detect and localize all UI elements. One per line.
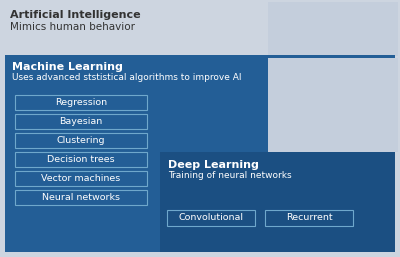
Text: Clustering: Clustering — [57, 136, 105, 145]
Text: Deep Learning: Deep Learning — [168, 160, 259, 170]
FancyBboxPatch shape — [160, 152, 395, 252]
FancyBboxPatch shape — [15, 190, 147, 205]
FancyBboxPatch shape — [15, 171, 147, 186]
Text: Regression: Regression — [55, 98, 107, 107]
Text: Artificial Intelligence: Artificial Intelligence — [10, 10, 141, 20]
Polygon shape — [268, 58, 398, 172]
FancyBboxPatch shape — [15, 133, 147, 148]
Text: Mimics human behavior: Mimics human behavior — [10, 22, 135, 32]
FancyBboxPatch shape — [15, 152, 147, 167]
FancyBboxPatch shape — [15, 114, 147, 129]
FancyBboxPatch shape — [265, 210, 353, 226]
Text: Vector machines: Vector machines — [41, 174, 121, 183]
Text: Decision trees: Decision trees — [47, 155, 115, 164]
Text: Machine Learning: Machine Learning — [12, 62, 123, 72]
FancyBboxPatch shape — [5, 55, 395, 252]
Text: Recurrent: Recurrent — [286, 214, 332, 223]
Text: Training of neural networks: Training of neural networks — [168, 171, 292, 180]
FancyBboxPatch shape — [167, 210, 255, 226]
Text: Uses advanced ststistical algorithms to improve AI: Uses advanced ststistical algorithms to … — [12, 73, 242, 82]
Polygon shape — [268, 2, 398, 78]
FancyBboxPatch shape — [15, 95, 147, 110]
Text: Bayesian: Bayesian — [59, 117, 103, 126]
Text: Convolutional: Convolutional — [178, 214, 244, 223]
Text: Neural networks: Neural networks — [42, 193, 120, 202]
